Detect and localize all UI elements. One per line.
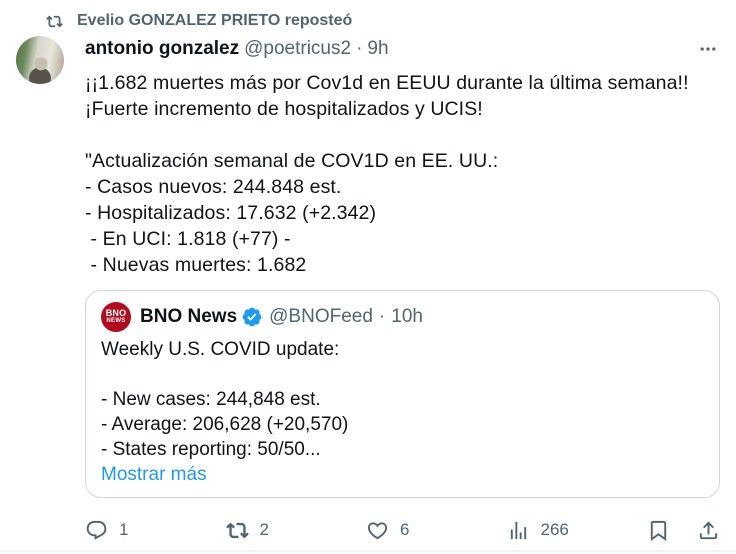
quote-avatar-text: BNO — [105, 308, 127, 318]
quote-header: BNO NEWS BNO News @BNOFeed · 10h — [101, 302, 704, 332]
reply-button[interactable]: 1 — [85, 519, 226, 542]
action-right-cluster — [647, 519, 720, 542]
show-more-link[interactable]: Mostrar más — [101, 464, 207, 485]
bookmark-icon — [650, 520, 667, 541]
more-menu-button[interactable] — [696, 37, 720, 61]
repost-button[interactable]: 2 — [225, 519, 367, 542]
quoted-tweet-card[interactable]: BNO NEWS BNO News @BNOFeed · 10h Weekly … — [85, 290, 720, 498]
reply-icon — [86, 520, 107, 540]
author-name[interactable]: antonio gonzalez — [85, 38, 240, 59]
verified-badge-icon — [241, 306, 263, 328]
quote-timestamp[interactable]: 10h — [391, 306, 423, 327]
retweet-icon — [225, 522, 249, 538]
bookmark-button[interactable] — [647, 519, 670, 542]
author-avatar[interactable] — [16, 36, 64, 84]
tweet-content: antonio gonzalez @poetricus2 · 9h ¡¡1.68… — [85, 36, 720, 549]
views-button[interactable]: 266 — [507, 519, 648, 542]
tweet-action-bar: 1 2 6 266 — [85, 511, 720, 549]
author-row: antonio gonzalez @poetricus2 · 9h — [85, 36, 720, 62]
quote-body-text: Weekly U.S. COVID update: - New cases: 2… — [101, 339, 349, 460]
repost-count: 2 — [259, 520, 269, 539]
separator-dot: · — [356, 38, 363, 59]
tweet-timestamp[interactable]: 9h — [367, 38, 389, 59]
quote-author-name[interactable]: BNO News — [140, 306, 238, 327]
repost-header[interactable]: Evelio GONZALEZ PRIETO reposteó — [16, 10, 720, 32]
quote-avatar-text2: NEWS — [106, 318, 126, 324]
quote-avatar[interactable]: BNO NEWS — [101, 302, 131, 332]
quote-author-handle[interactable]: @BNOFeed — [269, 306, 373, 327]
like-button[interactable]: 6 — [366, 519, 507, 542]
analytics-icon — [510, 521, 526, 539]
heart-icon — [367, 521, 388, 539]
tweet-main: antonio gonzalez @poetricus2 · 9h ¡¡1.68… — [16, 36, 720, 549]
author-handle[interactable]: @poetricus2 — [244, 38, 352, 59]
more-icon — [700, 47, 716, 51]
tweet-divider — [0, 550, 736, 552]
tweet-body-text: ¡¡1.682 muertes más por Cov1d en EEUU du… — [85, 72, 689, 276]
repost-icon — [46, 15, 63, 27]
like-count: 6 — [400, 520, 410, 539]
quote-separator-dot: · — [378, 306, 386, 327]
reply-count: 1 — [119, 520, 129, 539]
share-button[interactable] — [697, 519, 720, 542]
repost-label: Evelio GONZALEZ PRIETO reposteó — [77, 12, 353, 29]
views-count: 266 — [540, 520, 569, 539]
share-icon — [699, 520, 718, 539]
